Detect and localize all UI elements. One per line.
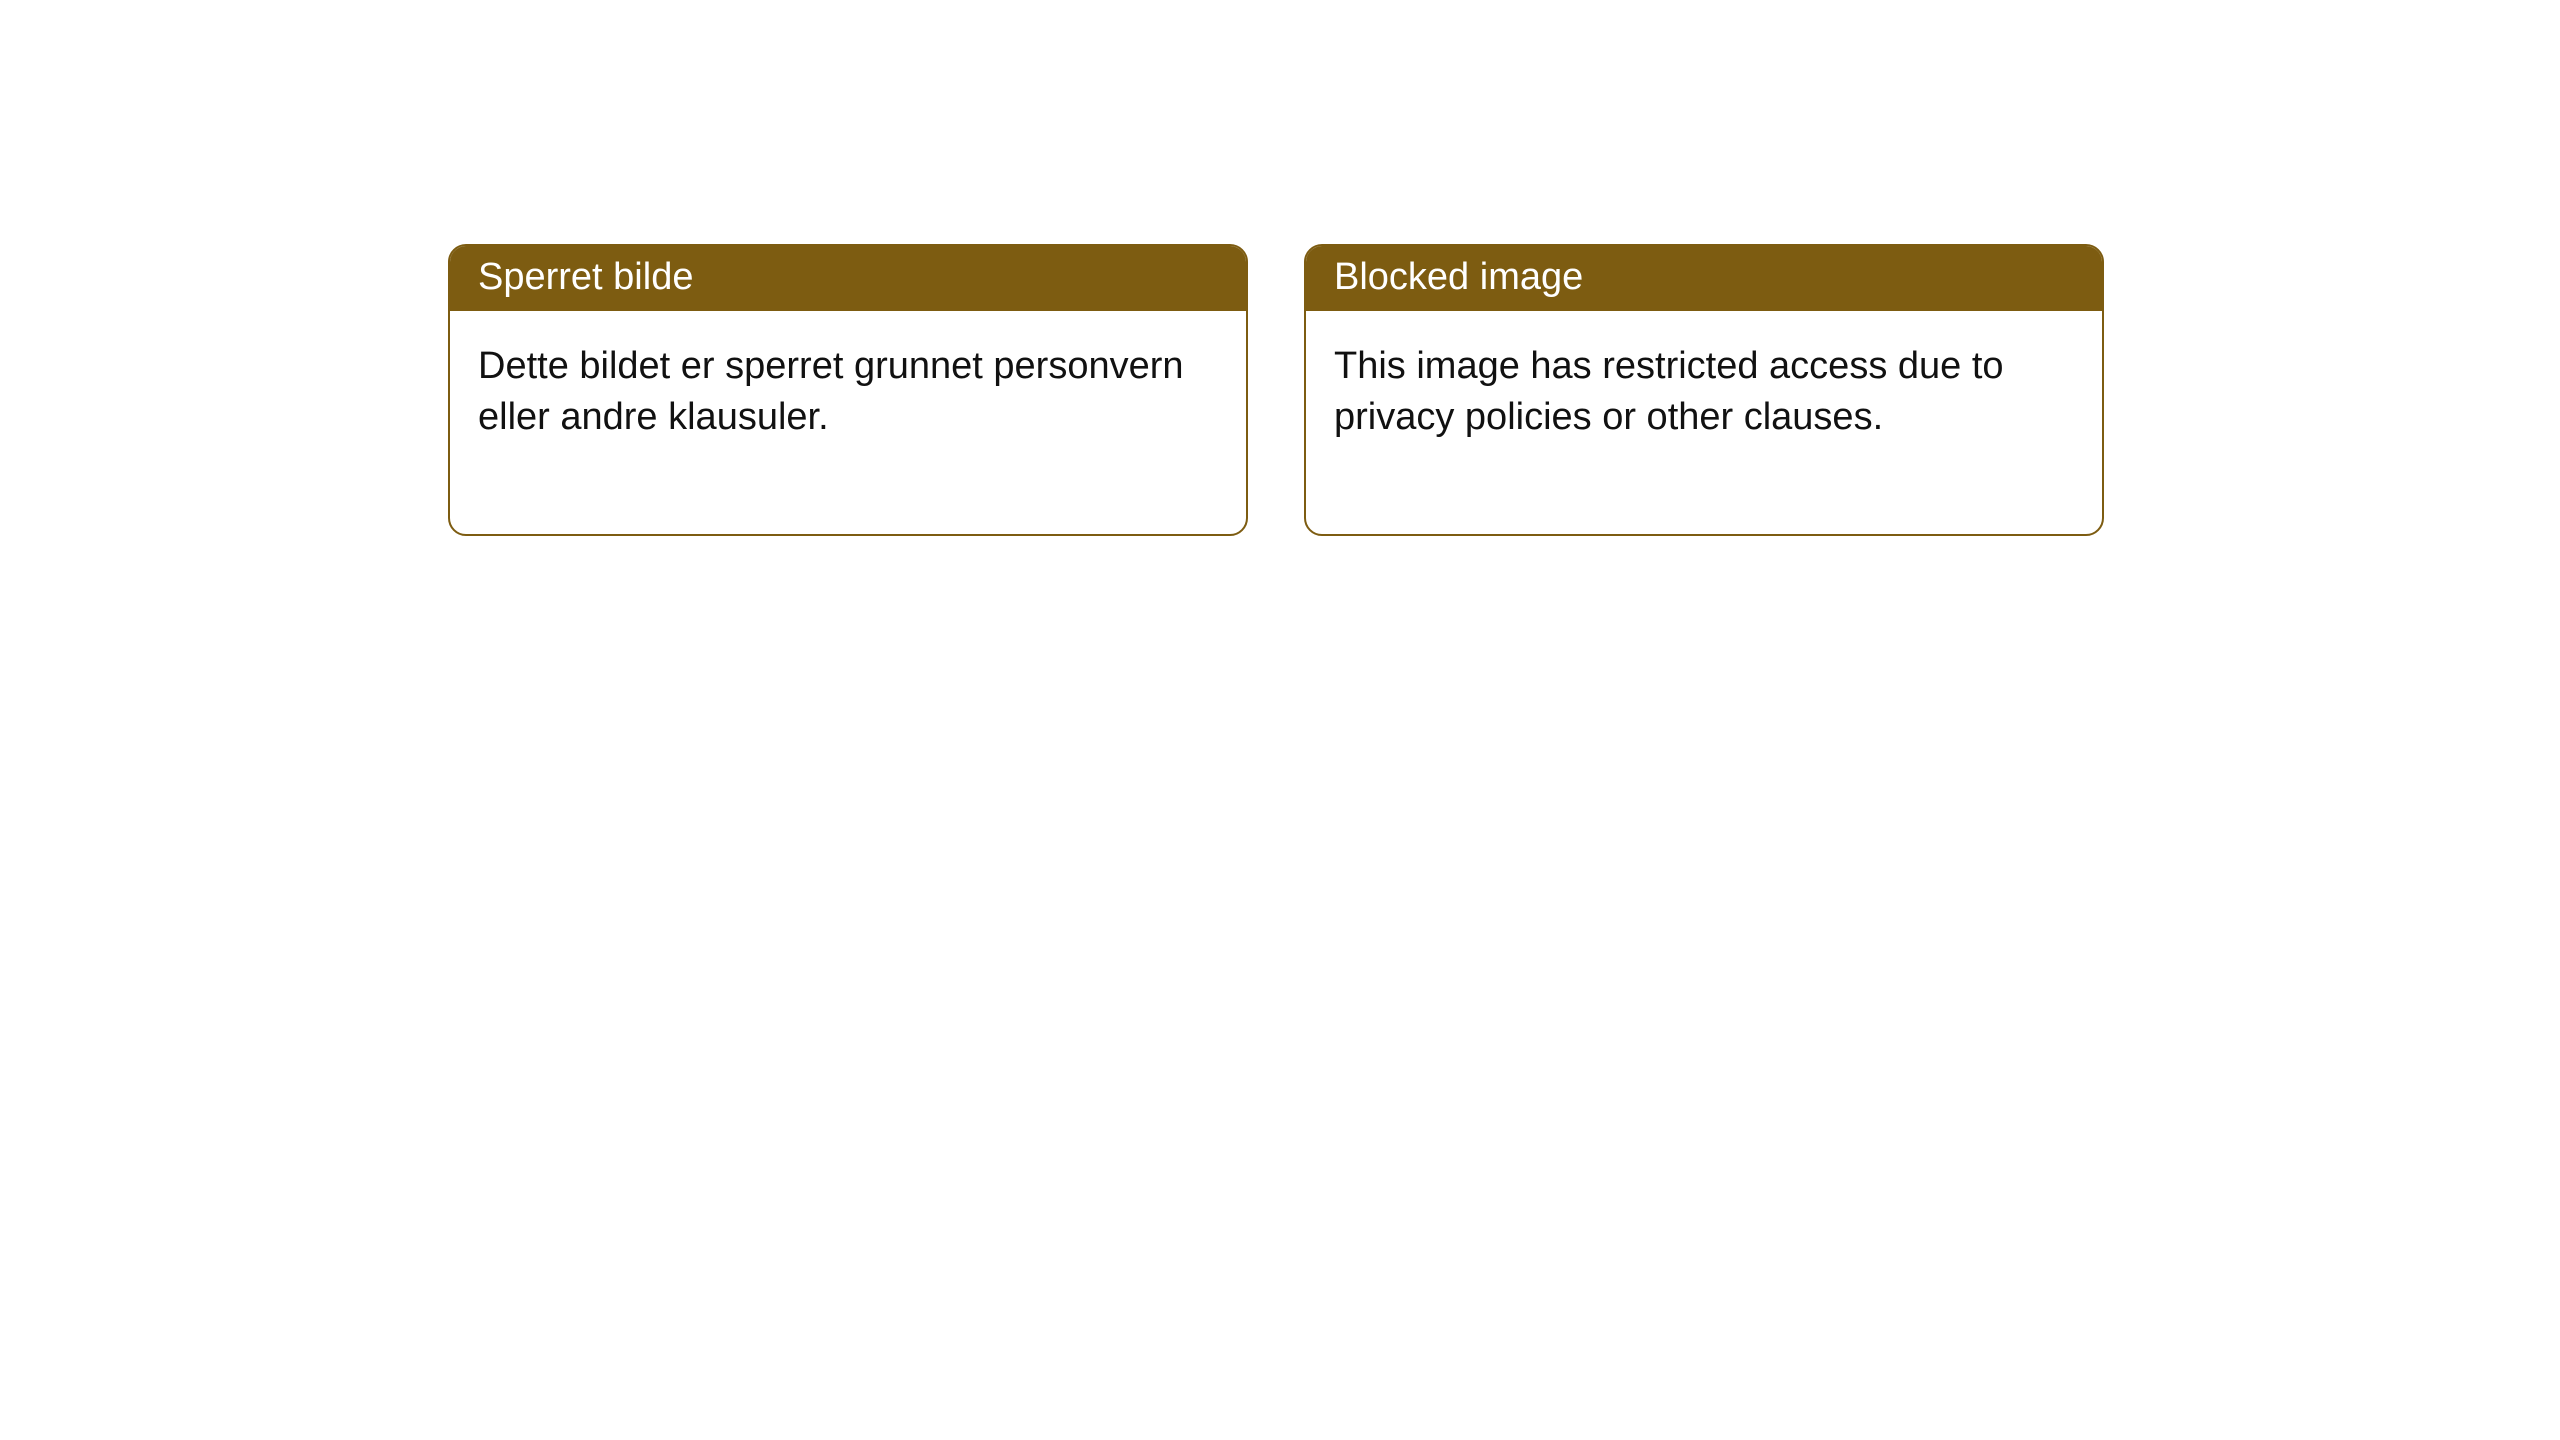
notice-card-english: Blocked image This image has restricted … [1304,244,2104,536]
notice-container: Sperret bilde Dette bildet er sperret gr… [0,0,2560,536]
notice-body: This image has restricted access due to … [1306,311,2102,534]
notice-title: Sperret bilde [450,246,1246,311]
notice-body: Dette bildet er sperret grunnet personve… [450,311,1246,534]
notice-title: Blocked image [1306,246,2102,311]
notice-card-norwegian: Sperret bilde Dette bildet er sperret gr… [448,244,1248,536]
